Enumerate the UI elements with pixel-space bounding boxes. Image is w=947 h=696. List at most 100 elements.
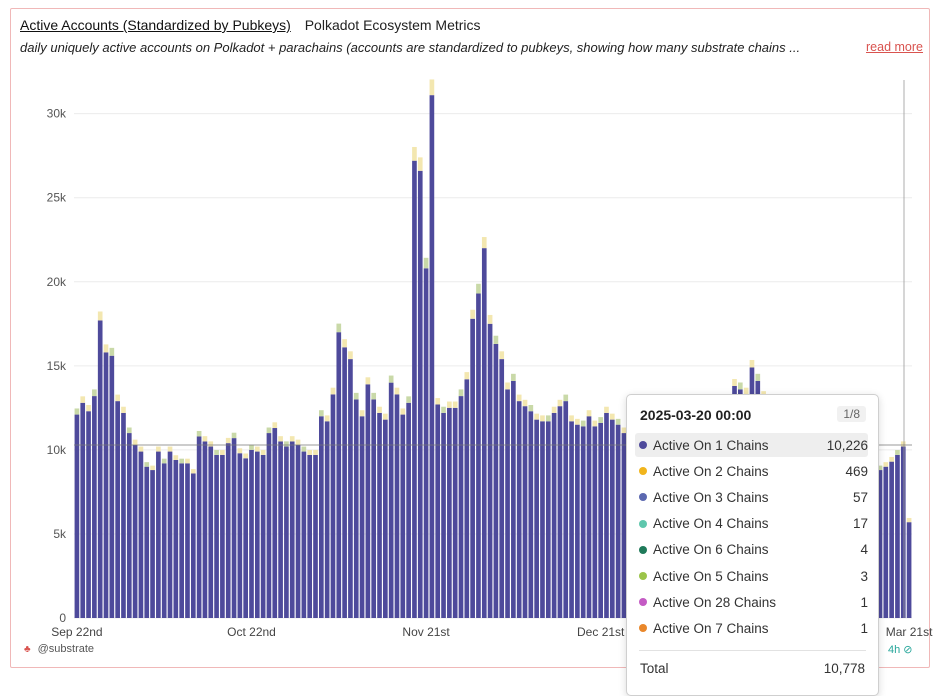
bar[interactable]	[609, 419, 615, 618]
bar[interactable]	[586, 416, 592, 618]
bar[interactable]	[359, 416, 365, 618]
bar[interactable]	[196, 436, 202, 618]
bar[interactable]	[103, 352, 109, 618]
bar[interactable]	[179, 463, 184, 618]
bar[interactable]	[511, 380, 516, 618]
bar[interactable]	[313, 454, 318, 618]
bar[interactable]	[447, 407, 452, 618]
bar[interactable]	[365, 384, 371, 618]
bar[interactable]	[441, 412, 446, 618]
bar[interactable]	[74, 414, 80, 618]
creator-handle[interactable]: ♣ @substrate	[24, 643, 94, 655]
bar[interactable]	[499, 359, 505, 618]
bar[interactable]	[557, 406, 563, 618]
bar[interactable]	[254, 451, 260, 618]
bar[interactable]	[592, 426, 598, 618]
bar[interactable]	[126, 433, 132, 618]
bar[interactable]	[621, 433, 627, 618]
bar[interactable]	[429, 95, 435, 618]
bar[interactable]	[225, 443, 231, 618]
read-more-link[interactable]: read more	[866, 40, 923, 54]
bar[interactable]	[598, 422, 603, 618]
bar[interactable]	[307, 454, 313, 618]
bar[interactable]	[284, 446, 289, 618]
bar[interactable]	[237, 453, 243, 618]
bar[interactable]	[540, 421, 545, 618]
bar[interactable]	[295, 444, 301, 618]
bar[interactable]	[406, 402, 411, 618]
bar[interactable]	[289, 441, 295, 618]
bar[interactable]	[208, 446, 214, 618]
bar[interactable]	[394, 394, 400, 618]
bar[interactable]	[551, 412, 557, 618]
bar[interactable]	[889, 461, 894, 618]
bar[interactable]	[383, 419, 388, 618]
chart-title[interactable]: Active Accounts (Standardized by Pubkeys…	[20, 17, 291, 33]
bar[interactable]	[534, 419, 539, 618]
bar[interactable]	[150, 470, 155, 618]
bar[interactable]	[190, 473, 196, 618]
bar[interactable]	[97, 320, 103, 618]
bar[interactable]	[615, 424, 621, 618]
bar[interactable]	[92, 396, 97, 618]
bar[interactable]	[115, 401, 120, 618]
bar[interactable]	[580, 426, 586, 618]
bar[interactable]	[324, 421, 330, 618]
bar[interactable]	[156, 451, 161, 618]
bar[interactable]	[243, 458, 249, 618]
bar[interactable]	[505, 389, 510, 618]
bar[interactable]	[877, 470, 883, 618]
bar[interactable]	[522, 406, 528, 618]
tooltip-page-indicator[interactable]: 1/8	[837, 406, 866, 422]
bar[interactable]	[138, 451, 144, 618]
bar[interactable]	[371, 399, 377, 618]
bar[interactable]	[487, 323, 493, 618]
bar[interactable]	[185, 463, 190, 618]
bar[interactable]	[528, 411, 534, 618]
bar[interactable]	[604, 412, 609, 618]
bar[interactable]	[353, 399, 359, 618]
bar[interactable]	[278, 441, 283, 618]
bar[interactable]	[80, 402, 86, 618]
bar[interactable]	[202, 441, 208, 618]
bar[interactable]	[249, 449, 254, 619]
bar[interactable]	[458, 396, 464, 618]
bar[interactable]	[476, 293, 481, 618]
bar[interactable]	[417, 170, 423, 619]
bar[interactable]	[906, 522, 912, 618]
bar[interactable]	[86, 411, 91, 618]
bar[interactable]	[493, 343, 499, 618]
bar[interactable]	[545, 421, 551, 618]
bar[interactable]	[214, 454, 219, 618]
bar[interactable]	[266, 433, 272, 618]
bar[interactable]	[412, 160, 417, 618]
bar[interactable]	[895, 454, 900, 618]
bar[interactable]	[400, 414, 406, 618]
bar[interactable]	[231, 438, 237, 618]
bar[interactable]	[330, 394, 336, 618]
bar[interactable]	[563, 401, 569, 618]
bar[interactable]	[161, 463, 167, 618]
bar[interactable]	[167, 451, 173, 618]
bar[interactable]	[470, 318, 475, 618]
bar[interactable]	[336, 332, 342, 618]
bar[interactable]	[173, 459, 179, 618]
bar[interactable]	[516, 401, 522, 618]
bar[interactable]	[388, 382, 394, 619]
bar[interactable]	[435, 404, 441, 618]
bar[interactable]	[452, 407, 458, 618]
bar[interactable]	[481, 248, 487, 619]
bar[interactable]	[272, 428, 278, 618]
bar[interactable]	[121, 412, 126, 618]
bar[interactable]	[348, 359, 353, 618]
bar[interactable]	[569, 421, 574, 618]
bar[interactable]	[883, 466, 889, 618]
bar[interactable]	[464, 379, 470, 618]
bar[interactable]	[575, 424, 580, 618]
bar[interactable]	[109, 355, 115, 618]
bar[interactable]	[423, 268, 429, 618]
bar[interactable]	[144, 466, 150, 618]
bar[interactable]	[342, 347, 347, 618]
bar[interactable]	[377, 412, 382, 618]
bar[interactable]	[900, 446, 906, 618]
